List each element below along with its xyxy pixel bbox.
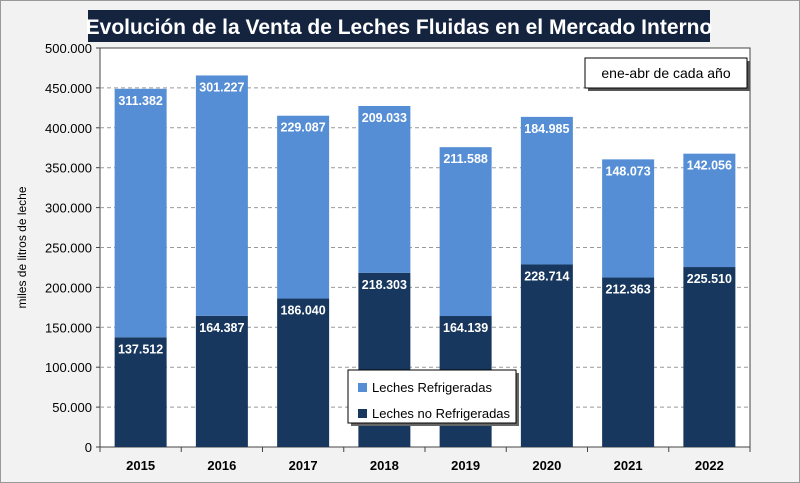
x-tick-label: 2021 [614,458,643,473]
x-tick-label: 2020 [532,458,561,473]
bar-refrigeradas [520,116,573,265]
title-background [88,10,710,42]
data-label: 164.387 [199,321,244,335]
chart-title: Evolución de la Venta de Leches Fluidas … [86,16,713,39]
data-label: 301.227 [199,80,244,94]
legend-box [347,369,517,424]
data-label: 184.985 [524,122,569,136]
y-tick-label: 500.000 [45,41,92,56]
x-tick-label: 2019 [451,458,480,473]
bar-refrigeradas [277,115,330,299]
annotation-text: ene-abr de cada año [601,65,730,81]
legend-label: Leches no Refrigeradas [372,406,511,421]
y-tick-label: 100.000 [45,360,92,375]
bar-no-refrigeradas [277,298,330,447]
bar-no-refrigeradas [195,315,248,447]
x-tick-label: 2022 [695,458,724,473]
bar-no-refrigeradas [602,277,655,447]
y-tick-label: 350.000 [45,161,92,176]
data-label: 186.040 [281,304,326,318]
data-label: 228.714 [524,269,569,283]
data-label: 137.512 [118,342,163,356]
bar-refrigeradas [358,105,411,273]
data-label: 142.056 [687,159,732,173]
legend-label: Leches Refrigeradas [372,380,492,395]
data-label: 164.139 [443,321,488,335]
bar-refrigeradas [683,153,736,268]
annotation-box [584,57,748,89]
y-tick-label: 450.000 [45,81,92,96]
y-tick-label: 250.000 [45,241,92,256]
legend-swatch [358,409,367,418]
legend-swatch [358,383,367,392]
data-label: 311.382 [118,94,163,108]
data-label: 211.588 [443,152,488,166]
bar-refrigeradas [114,88,167,338]
y-tick-label: 300.000 [45,201,92,216]
bar-refrigeradas [439,147,492,317]
data-label: 218.303 [362,278,407,292]
y-axis-label: miles de litros de leche [15,186,29,308]
data-label: 148.073 [606,164,651,178]
data-label: 212.363 [606,283,651,297]
bar-no-refrigeradas [114,337,167,447]
x-tick-label: 2015 [126,458,155,473]
x-tick-label: 2018 [370,458,399,473]
y-tick-label: 200.000 [45,280,92,295]
bar-no-refrigeradas [520,264,573,447]
data-label: 209.033 [362,111,407,125]
x-tick-label: 2017 [289,458,318,473]
y-tick-label: 50.000 [52,400,92,415]
data-label: 225.510 [687,272,732,286]
y-tick-label: 150.000 [45,320,92,335]
y-tick-label: 0 [85,440,92,455]
bar-refrigeradas [602,159,655,278]
y-tick-label: 400.000 [45,121,92,136]
x-tick-label: 2016 [207,458,236,473]
bar-refrigeradas [195,75,248,316]
data-label: 229.087 [281,121,326,135]
bar-no-refrigeradas [683,267,736,447]
